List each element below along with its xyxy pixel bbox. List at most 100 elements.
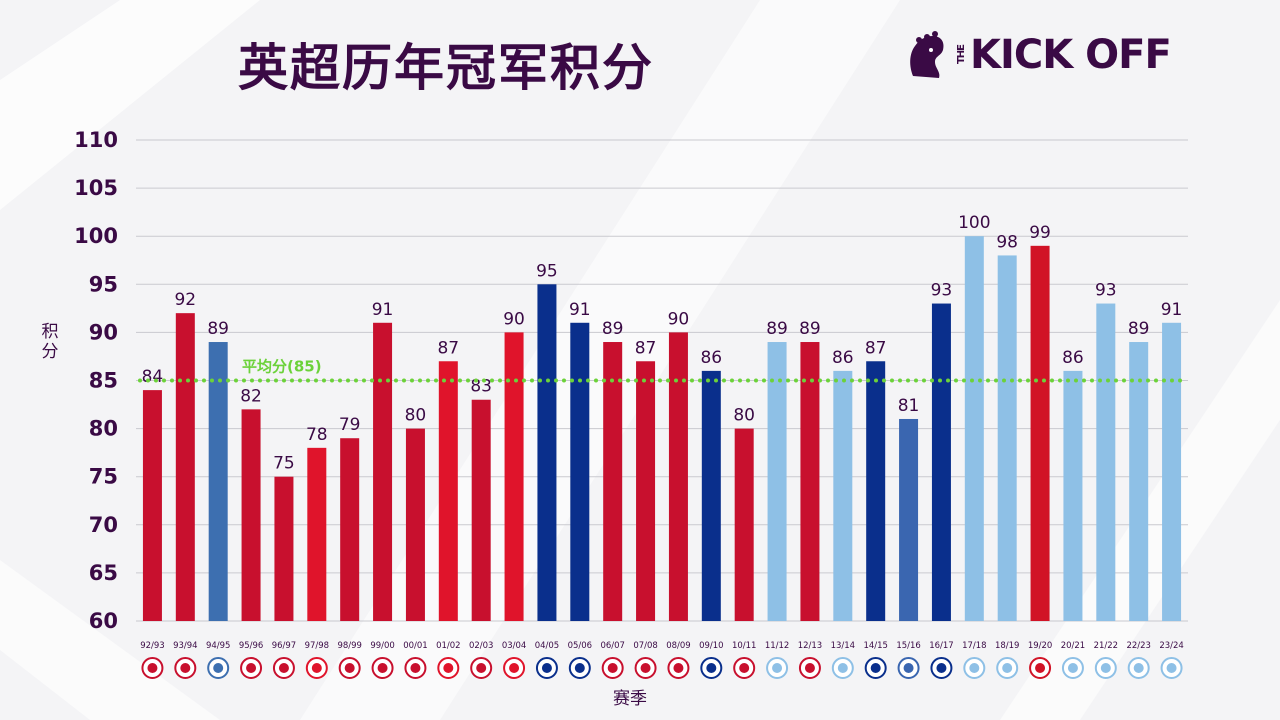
page-title: 英超历年冠军积分 [238, 39, 654, 97]
club-badge-core-icon [1035, 663, 1046, 673]
season-label: 98/99 [337, 641, 362, 651]
club-badge-core-icon [344, 663, 355, 673]
bar [241, 409, 261, 621]
value-label: 87 [635, 338, 657, 358]
club-badge-core-icon [706, 663, 717, 673]
season-label: 93/94 [173, 641, 198, 651]
club-badge-core-icon [969, 663, 980, 673]
bar [1129, 342, 1149, 621]
x-axis-label: 赛季 [613, 689, 647, 709]
club-badge-core-icon [1100, 663, 1111, 673]
bar [504, 332, 524, 621]
bar [1063, 370, 1083, 621]
season-label: 02/03 [469, 641, 494, 651]
bar [800, 342, 820, 621]
season-label: 17/18 [962, 641, 987, 651]
season-label: 19/20 [1028, 641, 1053, 651]
club-badge-core-icon [640, 663, 651, 673]
bar [471, 399, 491, 621]
y-tick-label: 65 [89, 561, 118, 585]
bar [931, 303, 951, 621]
season-label: 96/97 [272, 641, 297, 651]
season-label: 94/95 [206, 641, 231, 651]
bar [603, 342, 623, 621]
value-label: 90 [668, 309, 690, 329]
value-label: 87 [865, 338, 887, 358]
value-label: 86 [700, 348, 722, 368]
club-badge-core-icon [410, 663, 421, 673]
value-label: 93 [931, 281, 953, 301]
season-label: 05/06 [568, 641, 593, 651]
y-tick-label: 60 [89, 609, 118, 633]
season-label: 23/24 [1159, 641, 1184, 651]
club-badge-core-icon [903, 663, 914, 673]
value-label: 81 [898, 396, 920, 416]
y-tick-label: 70 [89, 513, 118, 537]
y-tick-label: 100 [74, 224, 118, 248]
brand-wordmark: THE KICK OFF [956, 32, 1172, 78]
club-badge-core-icon [936, 663, 947, 673]
y-tick-label: 75 [89, 465, 118, 489]
club-badge-core-icon [311, 663, 322, 673]
club-badge-core-icon [246, 663, 257, 673]
bar [1030, 245, 1050, 621]
club-badge-core-icon [213, 663, 224, 673]
bar [833, 370, 853, 621]
season-label: 01/02 [436, 641, 461, 651]
y-tick-label: 85 [89, 369, 118, 393]
club-badge-core-icon [180, 663, 191, 673]
value-label: 91 [1161, 300, 1183, 320]
club-badge-core-icon [574, 663, 585, 673]
club-badge-core-icon [278, 663, 289, 673]
season-label: 20/21 [1061, 641, 1086, 651]
value-label: 86 [832, 348, 854, 368]
season-label: 99/00 [370, 641, 395, 651]
club-badge-core-icon [147, 663, 158, 673]
bar [537, 284, 557, 621]
club-badge-core-icon [804, 663, 815, 673]
club-badge-core-icon [443, 663, 454, 673]
bar [997, 255, 1017, 621]
bar [175, 313, 195, 621]
value-label: 80 [405, 406, 427, 426]
season-label: 03/04 [502, 641, 527, 651]
season-label: 10/11 [732, 641, 757, 651]
club-badge-core-icon [509, 663, 520, 673]
bar [734, 428, 754, 621]
y-axis-label: 积分 [41, 322, 59, 362]
value-label: 98 [996, 232, 1018, 252]
value-label: 91 [372, 300, 394, 320]
bar [307, 447, 327, 621]
bar [964, 236, 984, 621]
value-label: 82 [240, 386, 262, 406]
y-tick-label: 110 [74, 128, 118, 152]
season-label: 12/13 [798, 641, 823, 651]
bar [142, 390, 162, 621]
season-label: 18/19 [995, 641, 1020, 651]
value-label: 91 [569, 300, 591, 320]
season-label: 16/17 [929, 641, 954, 651]
bar [1096, 303, 1116, 621]
value-label: 75 [273, 454, 295, 474]
bar [767, 342, 787, 621]
season-label: 07/08 [633, 641, 658, 651]
club-badge-core-icon [837, 663, 848, 673]
bar [636, 361, 656, 621]
season-label: 95/96 [239, 641, 264, 651]
season-label: 04/05 [535, 641, 560, 651]
value-label: 92 [174, 290, 196, 310]
bar [866, 361, 886, 621]
value-label: 90 [503, 309, 525, 329]
bar [373, 322, 393, 621]
bar [899, 418, 919, 621]
brand-name: KICK OFF [970, 32, 1172, 78]
y-tick-label: 80 [89, 417, 118, 441]
value-label: 86 [1062, 348, 1084, 368]
value-label: 89 [766, 319, 788, 339]
bar [208, 342, 228, 621]
club-badge-core-icon [1133, 663, 1144, 673]
value-label: 89 [602, 319, 624, 339]
club-badge-core-icon [1067, 663, 1078, 673]
bar [274, 476, 294, 621]
